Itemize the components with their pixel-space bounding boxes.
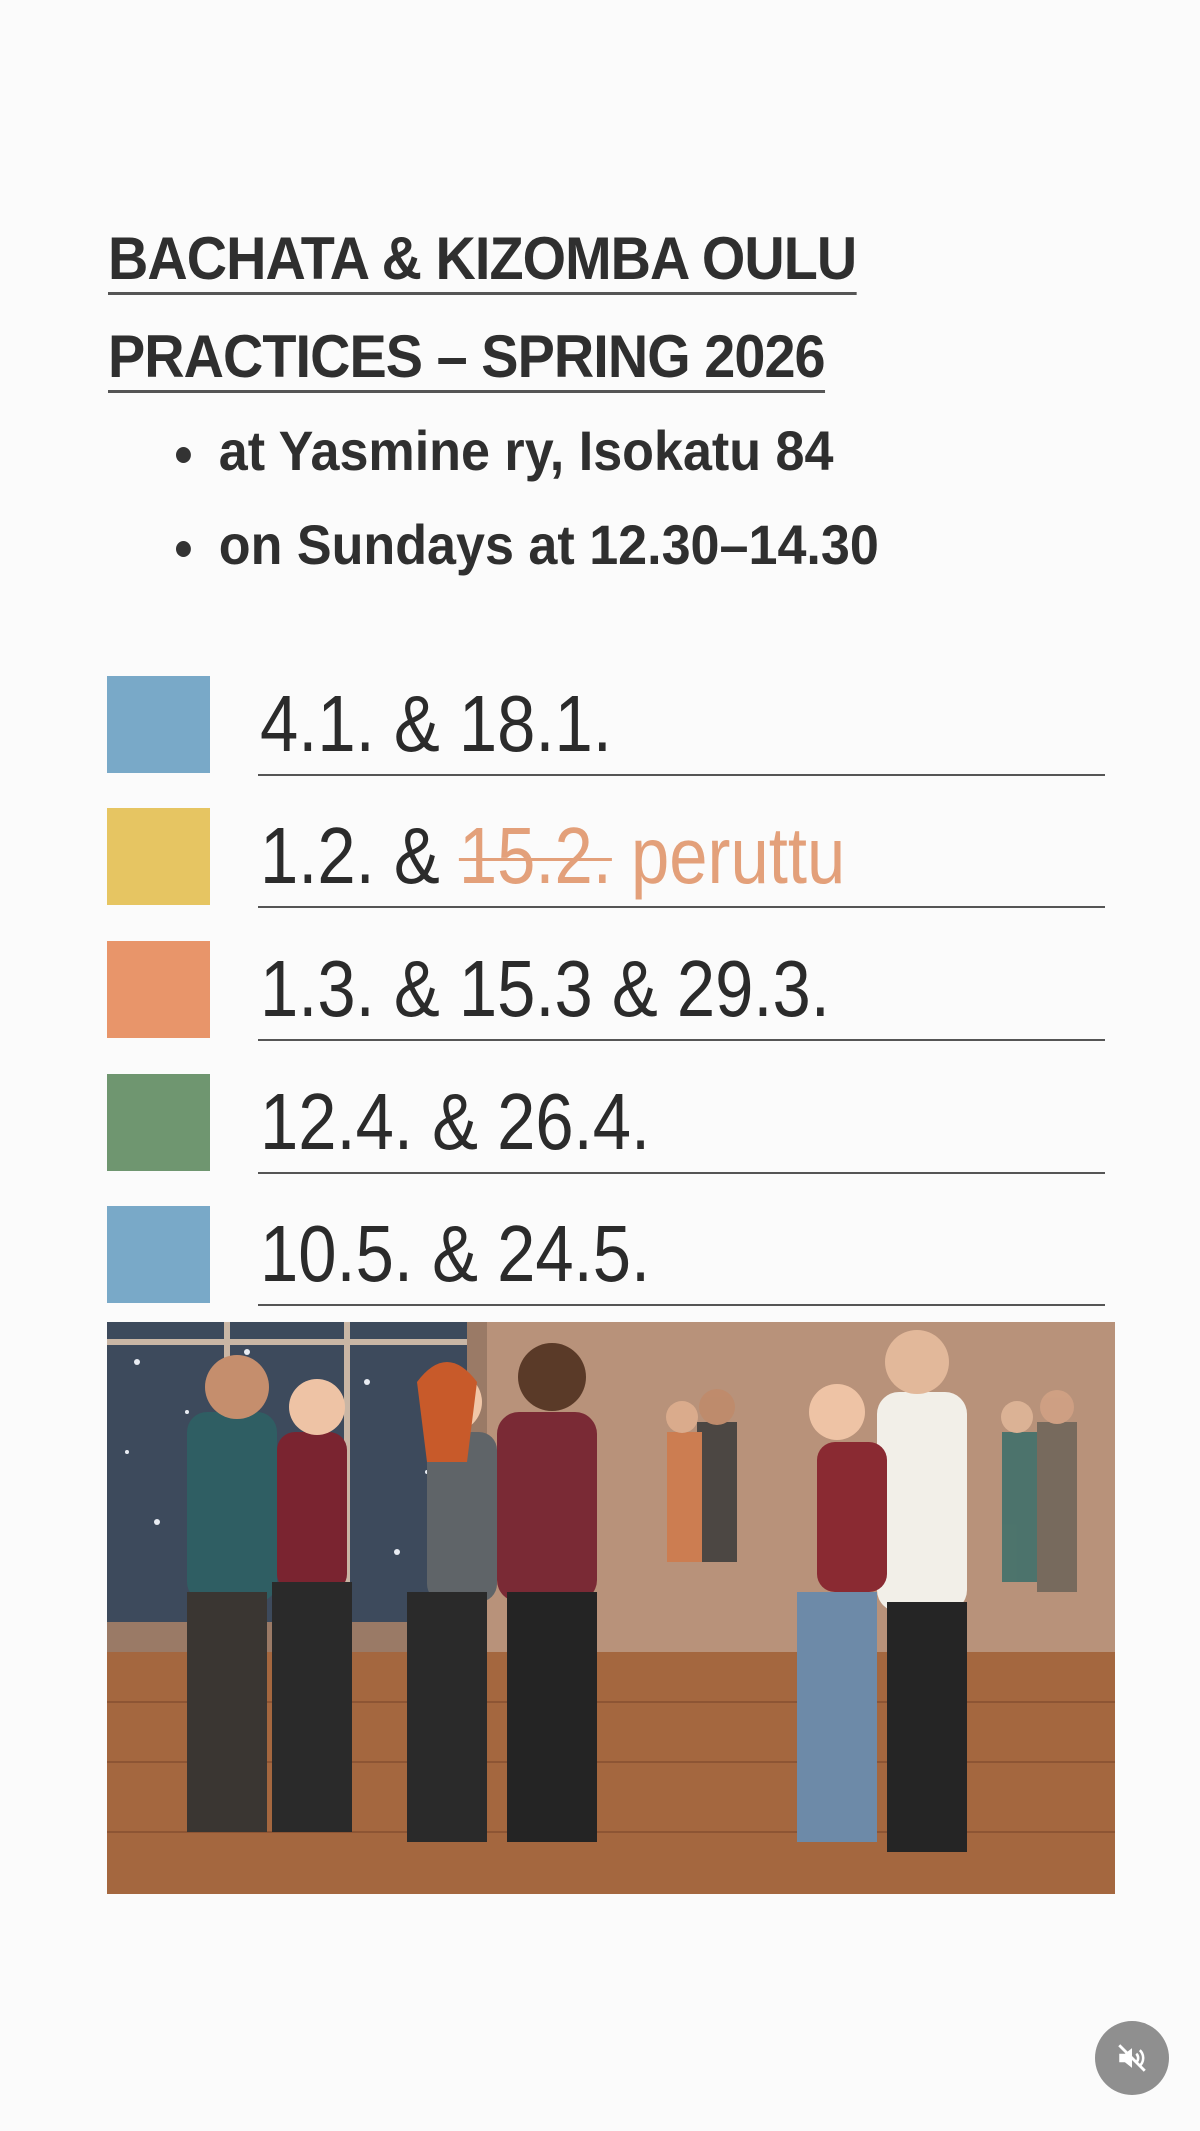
location-detail: at Yasmine ry, Isokatu 84 (176, 418, 833, 483)
page-title-line-1: BACHATA & KIZOMBA OULU (108, 228, 1108, 295)
schedule-row-february: 1.2. & 15.2. peruttu (107, 808, 1107, 908)
color-swatch (107, 808, 210, 905)
schedule-dates: 12.4. & 26.4. (260, 1077, 651, 1166)
schedule-row-january: 4.1. & 18.1. (107, 676, 1107, 776)
schedule-dates: 4.1. & 18.1. (260, 679, 612, 768)
divider (258, 1039, 1105, 1041)
speaker-muted-icon (1118, 2044, 1146, 2072)
color-swatch (107, 1206, 210, 1303)
divider (258, 1172, 1105, 1174)
divider (258, 774, 1105, 776)
color-swatch (107, 676, 210, 773)
bullet-icon (176, 447, 191, 464)
bullet-icon (176, 541, 191, 558)
mute-toggle-button[interactable] (1095, 2021, 1169, 2095)
couples-dancing-illustration (107, 1322, 1115, 1894)
color-swatch (107, 1074, 210, 1171)
schedule-row-march: 1.3. & 15.3 & 29.3. (107, 941, 1107, 1041)
divider (258, 906, 1105, 908)
color-swatch (107, 941, 210, 1038)
divider (258, 1304, 1105, 1306)
schedule-row-may: 10.5. & 24.5. (107, 1206, 1107, 1306)
schedule-dates: 1.2. & 15.2. peruttu (260, 811, 846, 900)
cancelled-note: peruttu (631, 811, 846, 900)
schedule-dates: 1.3. & 15.3 & 29.3. (260, 944, 830, 1033)
schedule-row-april: 12.4. & 26.4. (107, 1074, 1107, 1174)
time-detail: on Sundays at 12.30–14.30 (176, 512, 879, 577)
cancelled-date: 15.2. (458, 811, 612, 900)
page-title-line-2: PRACTICES – SPRING 2026 (108, 326, 1108, 393)
schedule-dates: 10.5. & 24.5. (260, 1209, 651, 1298)
